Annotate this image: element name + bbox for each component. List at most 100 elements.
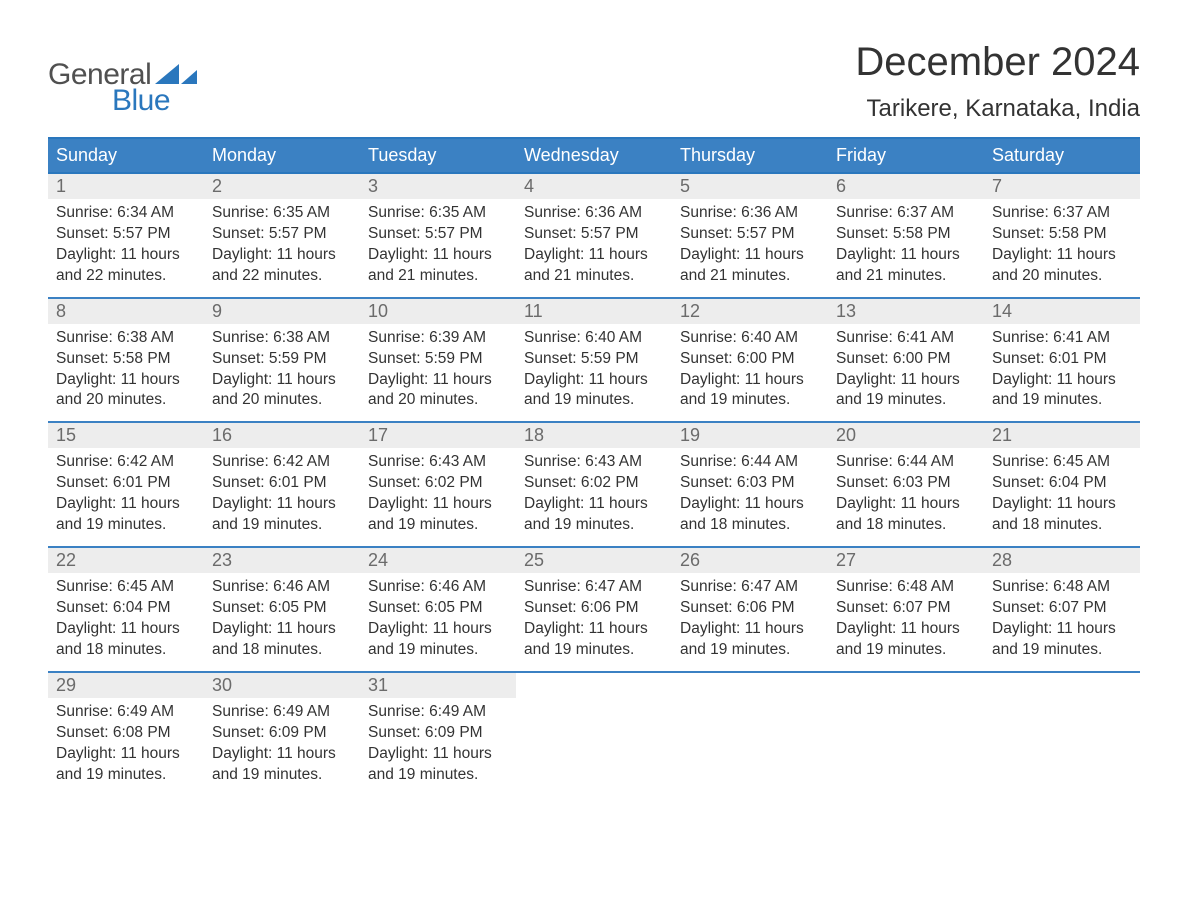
day-sunrise: Sunrise: 6:48 AM [836,577,976,598]
day-d2: and 18 minutes. [680,515,820,536]
day-d2: and 19 minutes. [368,515,508,536]
day-d1: Daylight: 11 hours [212,494,352,515]
day-body: Sunrise: 6:36 AMSunset: 5:57 PMDaylight:… [516,199,672,287]
day-sunset: Sunset: 5:57 PM [680,224,820,245]
day-body: Sunrise: 6:45 AMSunset: 6:04 PMDaylight:… [984,448,1140,536]
day-sunrise: Sunrise: 6:37 AM [992,203,1132,224]
day-body: Sunrise: 6:44 AMSunset: 6:03 PMDaylight:… [672,448,828,536]
day-number-row: 29 [48,673,204,698]
day-d2: and 19 minutes. [368,765,508,786]
day-number: 3 [368,176,378,196]
day-sunrise: Sunrise: 6:49 AM [212,702,352,723]
day-sunset: Sunset: 5:59 PM [524,349,664,370]
day-number-row: 24 [360,548,516,573]
day-d1: Daylight: 11 hours [368,619,508,640]
day-number-row: 5 [672,174,828,199]
day-number: 31 [368,675,388,695]
day-number: 27 [836,550,856,570]
calendar-week: 29Sunrise: 6:49 AMSunset: 6:08 PMDayligh… [48,671,1140,796]
day-d2: and 22 minutes. [56,266,196,287]
day-body: Sunrise: 6:39 AMSunset: 5:59 PMDaylight:… [360,324,516,412]
calendar-header-row: Sunday Monday Tuesday Wednesday Thursday… [48,137,1140,174]
day-number-row: 12 [672,299,828,324]
calendar-day: 11Sunrise: 6:40 AMSunset: 5:59 PMDayligh… [516,299,672,422]
day-sunrise: Sunrise: 6:42 AM [212,452,352,473]
calendar-day: 22Sunrise: 6:45 AMSunset: 6:04 PMDayligh… [48,548,204,671]
day-body: Sunrise: 6:35 AMSunset: 5:57 PMDaylight:… [204,199,360,287]
title-location: Tarikere, Karnataka, India [855,95,1140,123]
day-body: Sunrise: 6:36 AMSunset: 5:57 PMDaylight:… [672,199,828,287]
day-number: 18 [524,425,544,445]
day-number-row: 16 [204,423,360,448]
day-number: 20 [836,425,856,445]
day-d1: Daylight: 11 hours [992,494,1132,515]
calendar-day: 20Sunrise: 6:44 AMSunset: 6:03 PMDayligh… [828,423,984,546]
day-body: Sunrise: 6:49 AMSunset: 6:09 PMDaylight:… [204,698,360,786]
day-number: 16 [212,425,232,445]
day-body: Sunrise: 6:37 AMSunset: 5:58 PMDaylight:… [984,199,1140,287]
day-d1: Daylight: 11 hours [836,245,976,266]
day-sunset: Sunset: 6:09 PM [368,723,508,744]
day-number: 22 [56,550,76,570]
day-d1: Daylight: 11 hours [992,619,1132,640]
calendar-day: 15Sunrise: 6:42 AMSunset: 6:01 PMDayligh… [48,423,204,546]
day-body: Sunrise: 6:46 AMSunset: 6:05 PMDaylight:… [360,573,516,661]
calendar-day: 5Sunrise: 6:36 AMSunset: 5:57 PMDaylight… [672,174,828,297]
calendar-week: 1Sunrise: 6:34 AMSunset: 5:57 PMDaylight… [48,174,1140,297]
calendar-day: 31Sunrise: 6:49 AMSunset: 6:09 PMDayligh… [360,673,516,796]
calendar-day: 16Sunrise: 6:42 AMSunset: 6:01 PMDayligh… [204,423,360,546]
calendar-day: 14Sunrise: 6:41 AMSunset: 6:01 PMDayligh… [984,299,1140,422]
day-d2: and 18 minutes. [836,515,976,536]
day-number-row: 31 [360,673,516,698]
day-sunrise: Sunrise: 6:46 AM [212,577,352,598]
day-number: 29 [56,675,76,695]
day-d2: and 19 minutes. [992,390,1132,411]
day-sunset: Sunset: 6:06 PM [524,598,664,619]
day-sunrise: Sunrise: 6:40 AM [680,328,820,349]
day-body: Sunrise: 6:48 AMSunset: 6:07 PMDaylight:… [828,573,984,661]
day-d1: Daylight: 11 hours [680,494,820,515]
day-d2: and 19 minutes. [680,640,820,661]
calendar-day: 2Sunrise: 6:35 AMSunset: 5:57 PMDaylight… [204,174,360,297]
calendar: Sunday Monday Tuesday Wednesday Thursday… [48,137,1140,795]
calendar-day [984,673,1140,796]
calendar-day: 29 Sunrise: 6:49 AMSunset: 6:08 PMDayligh… [48,673,204,796]
day-d2: and 20 minutes. [56,390,196,411]
day-d2: and 19 minutes. [524,515,664,536]
calendar-day: 9Sunrise: 6:38 AMSunset: 5:59 PMDaylight… [204,299,360,422]
day-d2: and 19 minutes. [524,640,664,661]
day-d1: Daylight: 11 hours [212,245,352,266]
day-sunset: Sunset: 6:00 PM [680,349,820,370]
day-sunrise: Sunrise: 6:36 AM [524,203,664,224]
day-d2: and 19 minutes. [212,515,352,536]
day-body: Sunrise: 6:43 AMSunset: 6:02 PMDaylight:… [516,448,672,536]
day-d2: and 19 minutes. [524,390,664,411]
logo: General Blue [48,40,197,118]
day-number: 14 [992,301,1012,321]
calendar-day: 27 Sunrise: 6:48 AMSunset: 6:07 PMDayligh… [828,548,984,671]
day-number-row: 11 [516,299,672,324]
calendar-week: 22Sunrise: 6:45 AMSunset: 6:04 PMDayligh… [48,546,1140,671]
header: General Blue December 2024 Tarikere, Kar… [48,40,1140,131]
day-d2: and 18 minutes. [56,640,196,661]
calendar-week: 15Sunrise: 6:42 AMSunset: 6:01 PMDayligh… [48,421,1140,546]
calendar-day: 18 Sunrise: 6:43 AMSunset: 6:02 PMDayligh… [516,423,672,546]
day-sunset: Sunset: 6:03 PM [836,473,976,494]
day-header: Sunday [48,139,204,172]
day-number-row: 28 [984,548,1140,573]
day-body: Sunrise: 6:49 AMSunset: 6:08 PMDaylight:… [48,698,204,786]
day-d2: and 21 minutes. [836,266,976,287]
day-d1: Daylight: 11 hours [212,744,352,765]
day-sunrise: Sunrise: 6:35 AM [368,203,508,224]
day-number-row: 25 [516,548,672,573]
day-sunrise: Sunrise: 6:49 AM [368,702,508,723]
day-body: Sunrise: 6:48 AMSunset: 6:07 PMDaylight:… [984,573,1140,661]
day-number: 7 [992,176,1002,196]
day-number-row: 22 [48,548,204,573]
day-sunrise: Sunrise: 6:38 AM [56,328,196,349]
day-sunset: Sunset: 6:08 PM [56,723,196,744]
day-d1: Daylight: 11 hours [992,245,1132,266]
calendar-day: 17Sunrise: 6:43 AMSunset: 6:02 PMDayligh… [360,423,516,546]
day-body: Sunrise: 6:40 AMSunset: 5:59 PMDaylight:… [516,324,672,412]
day-header: Saturday [984,139,1140,172]
